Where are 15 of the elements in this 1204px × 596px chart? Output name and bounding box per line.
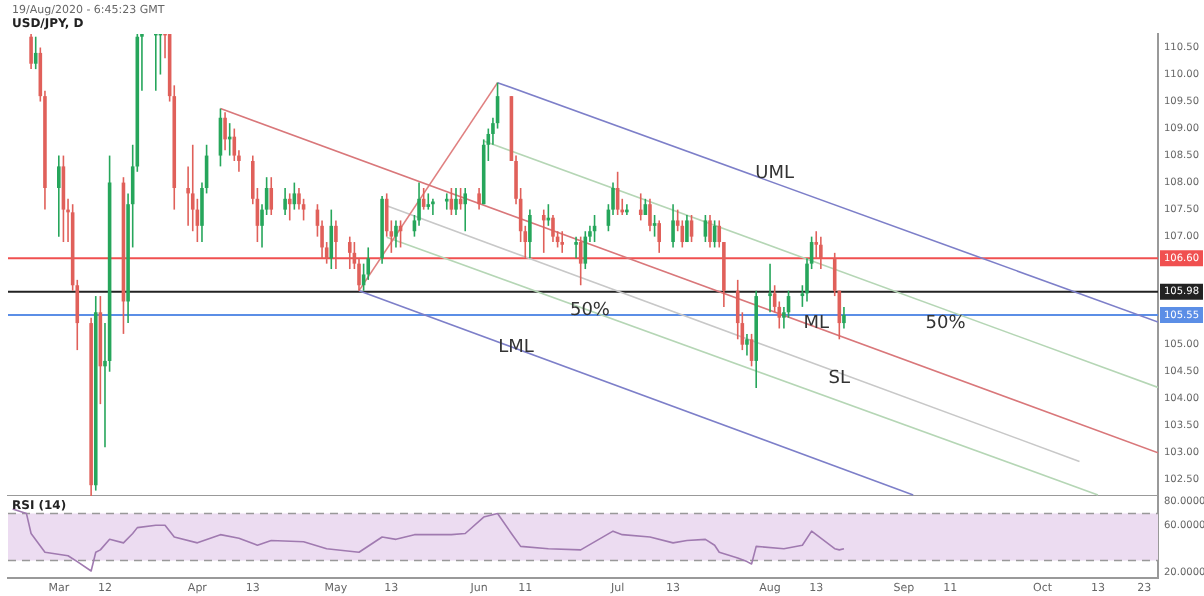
annotation: ML xyxy=(803,314,830,335)
candlestick xyxy=(745,333,749,356)
annotation: UML xyxy=(755,164,795,185)
annotation: SL xyxy=(828,369,851,390)
annotation: 50% xyxy=(925,314,967,335)
candlestick xyxy=(426,193,431,210)
candlestick xyxy=(463,188,468,232)
candlestick xyxy=(57,155,61,237)
candlestick xyxy=(574,236,578,259)
candlestick xyxy=(768,263,772,313)
candlestick xyxy=(560,231,565,253)
candlestick xyxy=(444,193,449,210)
candlestick xyxy=(541,209,546,253)
candlestick xyxy=(638,193,643,221)
candlestick xyxy=(287,193,292,221)
